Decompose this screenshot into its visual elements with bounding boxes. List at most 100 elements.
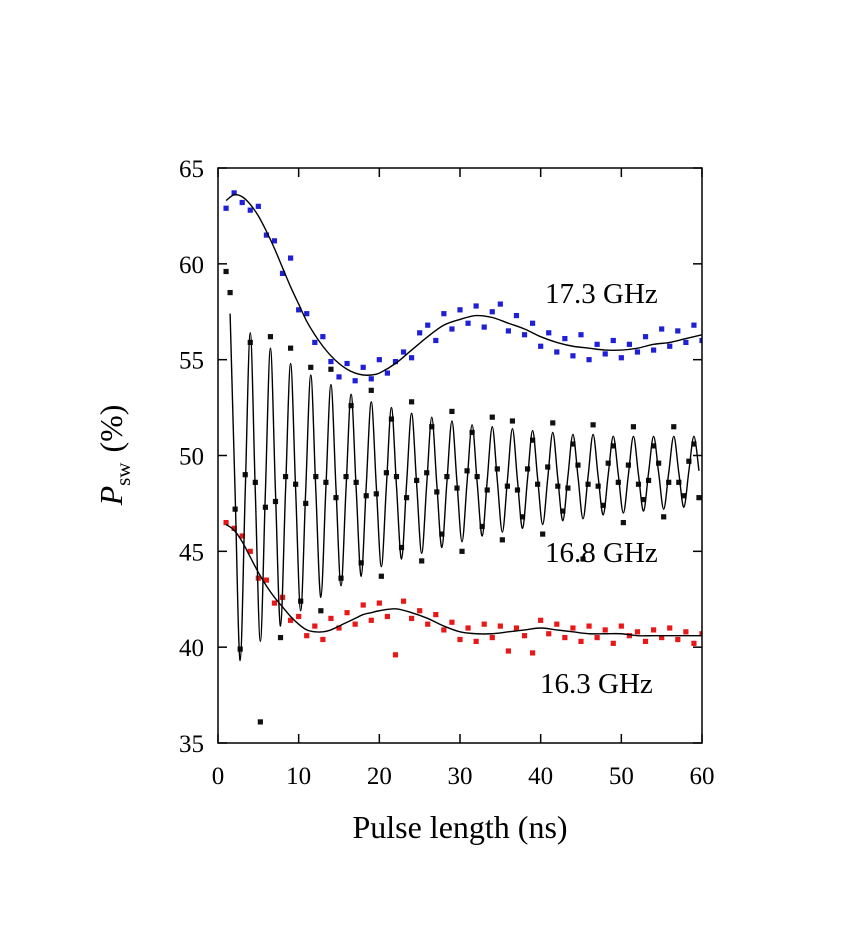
data-point	[464, 468, 470, 474]
data-point	[546, 330, 552, 336]
plot-area	[223, 190, 702, 725]
data-point	[602, 627, 608, 633]
data-point	[277, 634, 284, 641]
data-point	[481, 324, 487, 330]
data-point	[645, 477, 652, 484]
data-point	[667, 343, 673, 349]
data-point	[691, 640, 697, 646]
data-point	[465, 320, 471, 326]
data-point	[368, 376, 374, 382]
data-point	[651, 347, 657, 353]
data-point	[651, 627, 657, 633]
data-point	[580, 556, 586, 562]
data-point	[691, 441, 697, 447]
data-point	[409, 615, 415, 622]
data-point	[509, 418, 516, 424]
data-point	[594, 634, 600, 641]
data-point	[565, 485, 571, 491]
data-point	[545, 464, 551, 470]
y-tick-label: 50	[179, 444, 204, 471]
data-point	[642, 334, 649, 340]
data-point	[686, 458, 692, 464]
data-point	[392, 358, 399, 365]
data-point	[696, 495, 702, 501]
y-axis-label-symbol: P	[93, 486, 129, 507]
data-point	[409, 399, 415, 405]
data-point	[620, 519, 626, 526]
data-point	[328, 615, 334, 622]
data-point	[530, 650, 536, 656]
data-point	[328, 358, 334, 365]
x-tick-label: 60	[690, 763, 715, 790]
data-point	[439, 531, 445, 537]
data-point	[610, 640, 616, 646]
y-tick-label: 35	[179, 731, 204, 758]
data-point	[610, 443, 616, 449]
data-point	[419, 558, 425, 564]
data-point	[681, 493, 687, 499]
data-point	[570, 353, 576, 359]
data-point	[554, 621, 560, 627]
data-point	[459, 548, 465, 554]
data-point	[263, 577, 269, 583]
data-point	[691, 322, 697, 328]
data-point	[530, 320, 536, 326]
data-point	[640, 496, 647, 503]
data-point	[425, 322, 431, 328]
data-point	[247, 207, 253, 213]
data-point	[625, 462, 631, 468]
data-point	[562, 634, 568, 641]
data-point	[519, 514, 526, 520]
data-point	[376, 357, 382, 363]
data-point	[489, 414, 495, 420]
data-point	[538, 343, 544, 349]
data-point	[247, 548, 253, 554]
data-point	[514, 487, 521, 493]
data-point	[524, 466, 531, 472]
data-point	[433, 337, 439, 344]
data-point	[479, 523, 485, 530]
data-point	[505, 648, 511, 654]
data-point	[223, 268, 229, 275]
data-point	[449, 619, 455, 625]
data-point	[308, 364, 314, 370]
data-point	[642, 638, 649, 645]
data-point	[615, 479, 621, 485]
data-point	[344, 360, 350, 367]
data-point	[675, 328, 681, 334]
data-point	[417, 608, 423, 614]
data-point	[400, 598, 407, 604]
y-axis-label-unit: (%)	[93, 405, 129, 453]
data-point	[499, 537, 505, 543]
data-point	[575, 462, 581, 468]
data-point	[618, 355, 624, 361]
data-point	[257, 719, 263, 725]
data-point	[368, 617, 374, 623]
x-tick-label: 0	[212, 763, 225, 790]
data-point	[489, 309, 495, 315]
x-tick-label: 40	[528, 763, 553, 790]
data-point	[360, 364, 366, 370]
data-point	[424, 470, 430, 476]
data-point	[659, 634, 665, 641]
y-tick-label: 65	[179, 156, 204, 183]
data-point	[400, 349, 407, 355]
data-point	[671, 424, 677, 430]
data-point	[263, 232, 269, 238]
data-point	[409, 355, 415, 361]
data-point	[521, 332, 528, 338]
data-point	[546, 631, 552, 637]
data-point	[296, 307, 302, 313]
data-point	[538, 617, 544, 623]
data-point	[605, 460, 611, 466]
data-point	[666, 479, 672, 485]
data-point	[457, 307, 463, 313]
data-point	[570, 441, 576, 447]
data-point	[425, 621, 431, 627]
data-point	[560, 508, 566, 514]
annotation: 16.8 GHz	[545, 537, 658, 569]
data-point	[449, 326, 455, 332]
data-point	[279, 270, 286, 277]
data-point	[659, 326, 665, 332]
data-point	[312, 339, 318, 346]
